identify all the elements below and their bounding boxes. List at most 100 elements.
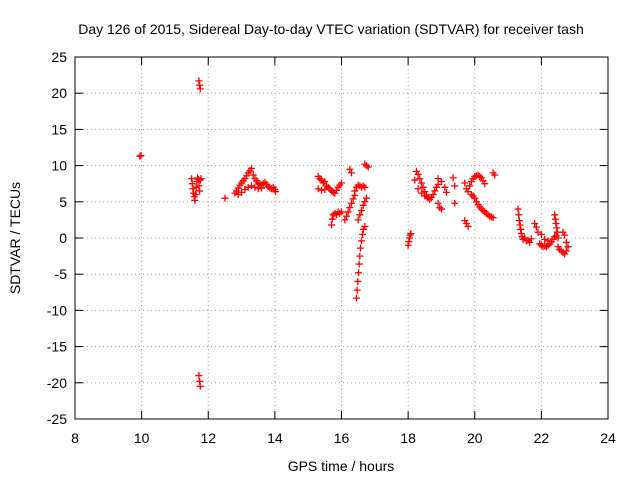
y-tick-label: 20: [51, 85, 67, 101]
data-point: [248, 182, 256, 190]
data-point: [414, 170, 422, 178]
x-tick-label: 20: [467, 430, 483, 446]
data-point: [424, 193, 432, 201]
data-point: [407, 230, 415, 238]
data-point: [515, 211, 523, 219]
data-point: [476, 172, 484, 180]
chart-title: Day 126 of 2015, Sidereal Day-to-day VTE…: [78, 21, 584, 37]
data-point: [137, 151, 145, 159]
data-point: [192, 191, 200, 199]
data-point: [341, 216, 349, 224]
data-point: [481, 180, 489, 188]
data-point: [519, 235, 527, 243]
data-point: [354, 277, 362, 285]
data-point: [562, 238, 570, 246]
y-tick-label: -15: [47, 339, 67, 355]
data-point: [364, 163, 372, 171]
data-point: [532, 223, 540, 231]
data-point: [356, 211, 364, 219]
y-tick-label: -10: [47, 302, 67, 318]
data-point: [515, 217, 523, 225]
data-point: [256, 180, 264, 188]
data-point: [347, 199, 355, 207]
data-point: [314, 185, 322, 193]
data-point: [359, 201, 367, 209]
y-tick-label: -20: [47, 375, 67, 391]
data-point: [564, 243, 572, 251]
data-point: [526, 238, 534, 246]
data-point: [461, 179, 469, 187]
data-point: [361, 222, 369, 230]
data-point: [321, 178, 329, 186]
data-point: [358, 230, 366, 238]
data-point: [328, 221, 336, 229]
x-tick-label: 24: [600, 430, 616, 446]
data-point: [356, 252, 364, 260]
data-point: [554, 234, 562, 242]
data-point: [268, 185, 276, 193]
data-point: [321, 185, 329, 193]
data-point: [487, 213, 495, 221]
y-tick-label: 5: [59, 194, 67, 210]
data-point: [421, 192, 429, 200]
data-point: [361, 198, 369, 206]
data-point: [436, 204, 444, 212]
data-point: [191, 196, 199, 204]
data-point: [361, 183, 369, 191]
data-point: [471, 194, 479, 202]
data-point: [416, 175, 424, 183]
data-point: [551, 233, 559, 241]
data-point: [195, 77, 203, 85]
data-point: [196, 85, 204, 93]
grid-lines: [75, 57, 608, 419]
data-point: [195, 182, 203, 190]
data-point: [527, 235, 535, 243]
data-point: [406, 231, 414, 239]
data-point: [537, 230, 545, 238]
data-point: [514, 205, 522, 213]
data-point: [357, 237, 365, 245]
data-point: [351, 187, 359, 195]
data-point: [189, 185, 197, 193]
data-point: [537, 241, 545, 249]
y-tick-label: 10: [51, 158, 67, 174]
y-tick-label: 15: [51, 121, 67, 137]
data-point: [552, 220, 560, 228]
data-point: [544, 237, 552, 245]
data-point: [196, 176, 204, 184]
data-point: [328, 215, 336, 223]
data-point: [417, 179, 425, 187]
x-axis-label: GPS time / hours: [288, 458, 395, 474]
data-point: [486, 212, 494, 220]
data-point: [316, 175, 324, 183]
data-point: [259, 180, 267, 188]
data-point: [266, 184, 274, 192]
data-point: [349, 195, 357, 203]
y-axis-label: SDTVAR / TECUs: [7, 182, 23, 294]
data-point: [347, 169, 355, 177]
data-point: [355, 260, 363, 268]
y-tick-label: -5: [55, 266, 68, 282]
data-point: [248, 164, 256, 172]
data-point: [352, 294, 360, 302]
data-point: [553, 224, 561, 232]
data-point: [559, 228, 567, 236]
data-point: [196, 377, 204, 385]
data-point: [451, 199, 459, 207]
y-tick-label: 25: [51, 49, 67, 65]
y-tick-label: 0: [59, 230, 67, 246]
data-point: [344, 208, 352, 216]
data-point: [442, 188, 450, 196]
data-point: [404, 241, 412, 249]
data-point: [467, 191, 475, 199]
data-point: [516, 221, 524, 229]
data-point: [188, 180, 196, 188]
data-point: [541, 235, 549, 243]
data-point: [356, 244, 364, 252]
data-point: [272, 188, 280, 196]
data-point: [357, 206, 365, 214]
data-point: [522, 237, 530, 245]
